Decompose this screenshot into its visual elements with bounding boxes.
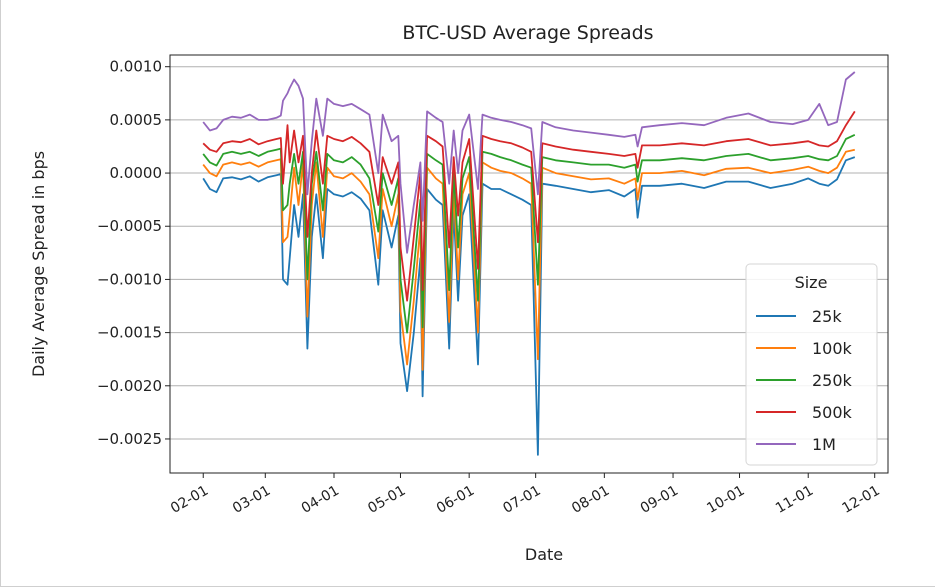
y-tick-label: −0.0020 xyxy=(97,377,162,395)
legend-label-25k: 25k xyxy=(812,307,842,326)
series-line-1M xyxy=(202,71,856,254)
legend-label-500k: 500k xyxy=(812,403,853,422)
x-axis-label: Date xyxy=(525,545,563,564)
series-line-250k xyxy=(202,133,856,334)
x-tick-label: 05-01 xyxy=(365,483,408,517)
x-tick-label: 04-01 xyxy=(299,483,342,517)
y-tick-label: −0.0025 xyxy=(97,430,162,448)
y-tick-label: −0.0015 xyxy=(97,324,162,342)
x-tick-label: 02-01 xyxy=(168,483,211,517)
y-tick-label: 0.0005 xyxy=(110,111,163,129)
x-tick-label: 11-01 xyxy=(773,483,816,517)
y-tick-label: −0.0010 xyxy=(97,270,162,288)
x-tick-label: 06-01 xyxy=(434,483,477,517)
legend-title: Size xyxy=(795,273,828,292)
legend-label-1M: 1M xyxy=(812,435,836,454)
y-tick-label: −0.0005 xyxy=(97,217,162,235)
y-tick-label: 0.0010 xyxy=(110,58,163,76)
y-axis-label: Daily Average Spread in bps xyxy=(29,151,48,377)
series-line-100k xyxy=(202,148,856,371)
x-tick-label: 10-01 xyxy=(704,483,747,517)
x-tick-label: 12-01 xyxy=(839,483,882,517)
y-axis: 0.0010 0.0005 0.0000 −0.0005 −0.0010 −0.0015 −… xyxy=(97,58,170,448)
x-tick-label: 08-01 xyxy=(569,483,612,517)
x-tick-label: 03-01 xyxy=(230,483,273,517)
legend-label-250k: 250k xyxy=(812,371,853,390)
legend-box xyxy=(745,263,878,466)
chart-title: BTC-USD Average Spreads xyxy=(402,22,653,44)
legend: Size 25k 100k 250k 500k 1M xyxy=(745,263,878,466)
x-tick-label: 09-01 xyxy=(638,483,681,517)
plot-area-frame xyxy=(169,54,889,474)
legend-label-100k: 100k xyxy=(812,339,853,358)
y-tick-label: 0.0000 xyxy=(110,164,163,182)
series-lines xyxy=(202,71,856,456)
x-axis: 02-01 03-01 04-01 05-01 06-01 07-01 08-01 09-01… xyxy=(168,473,883,517)
x-tick-label: 07-01 xyxy=(500,483,543,517)
series-line-25k xyxy=(202,156,856,456)
series-line-500k xyxy=(202,110,856,302)
